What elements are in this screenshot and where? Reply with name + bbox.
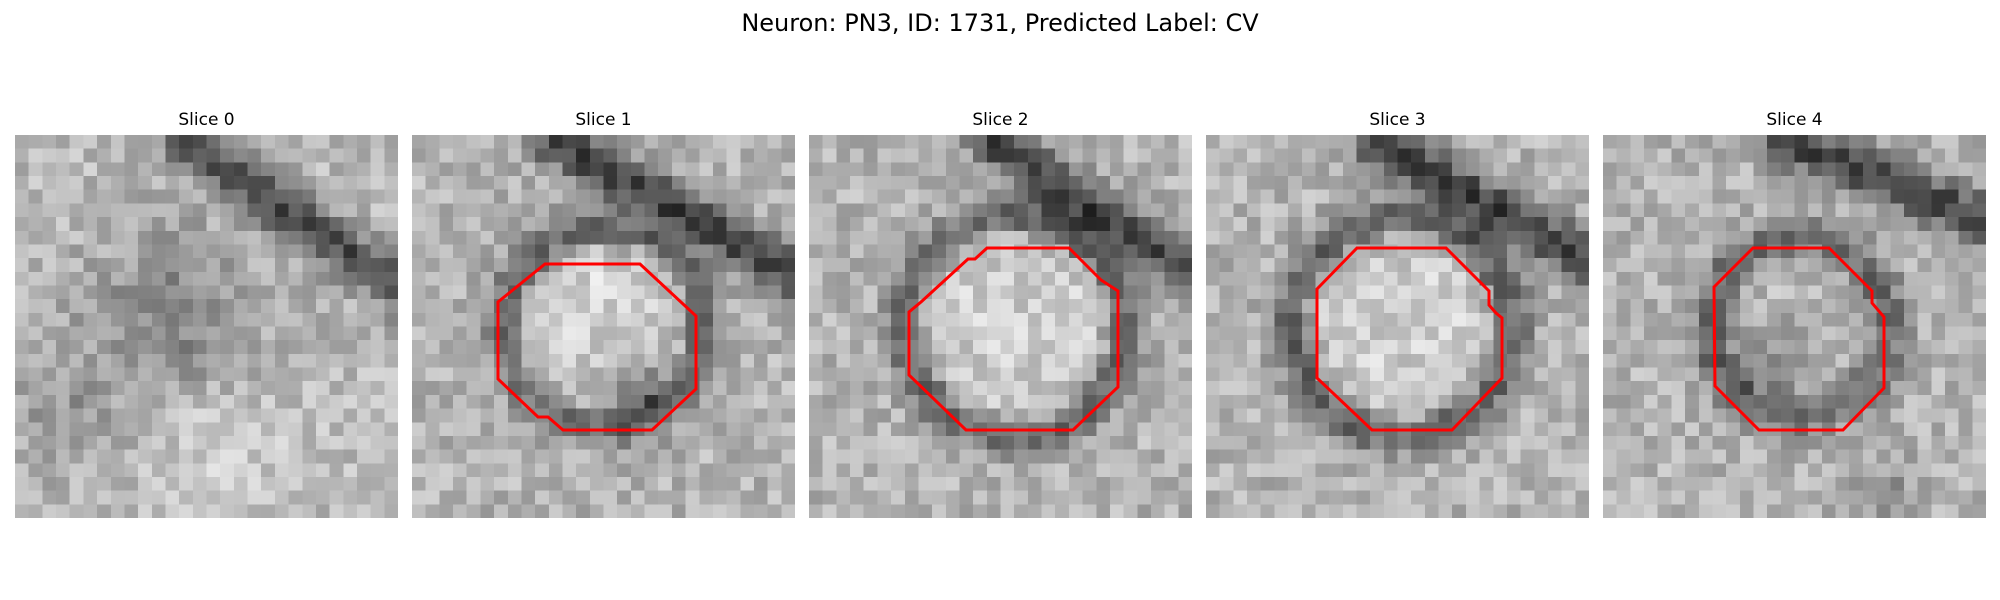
slice-image-0 (15, 135, 398, 518)
slice-title-3: Slice 3 (1369, 110, 1426, 130)
slice-panel-4: Slice 4 (1603, 108, 1986, 520)
slice-title-0: Slice 0 (178, 110, 235, 130)
segmentation-contour-4 (1712, 246, 1886, 432)
slice-panel-2: Slice 2 (809, 108, 1192, 520)
slice-image-4 (1603, 135, 1986, 518)
slice-title-1: Slice 1 (575, 110, 632, 130)
slice-panel-3: Slice 3 (1206, 108, 1589, 520)
slice-contour-3 (1315, 246, 1504, 432)
figure-title: Neuron: PN3, ID: 1731, Predicted Label: … (741, 9, 1259, 37)
slice-contour-4 (1712, 246, 1886, 432)
slice-contour-1 (496, 262, 698, 432)
slice-title-4: Slice 4 (1766, 110, 1823, 130)
slice-image-2 (809, 135, 1192, 518)
slice-panel-0: Slice 0 (15, 108, 398, 520)
slice-title-2: Slice 2 (972, 110, 1029, 130)
segmentation-contour-3 (1315, 246, 1504, 432)
slice-image-3 (1206, 135, 1589, 518)
slice-contour-2 (907, 246, 1120, 432)
segmentation-contour-2 (907, 246, 1120, 432)
slice-image-1 (412, 135, 795, 518)
segmentation-contour-1 (496, 262, 698, 432)
slice-panel-1: Slice 1 (412, 108, 795, 520)
